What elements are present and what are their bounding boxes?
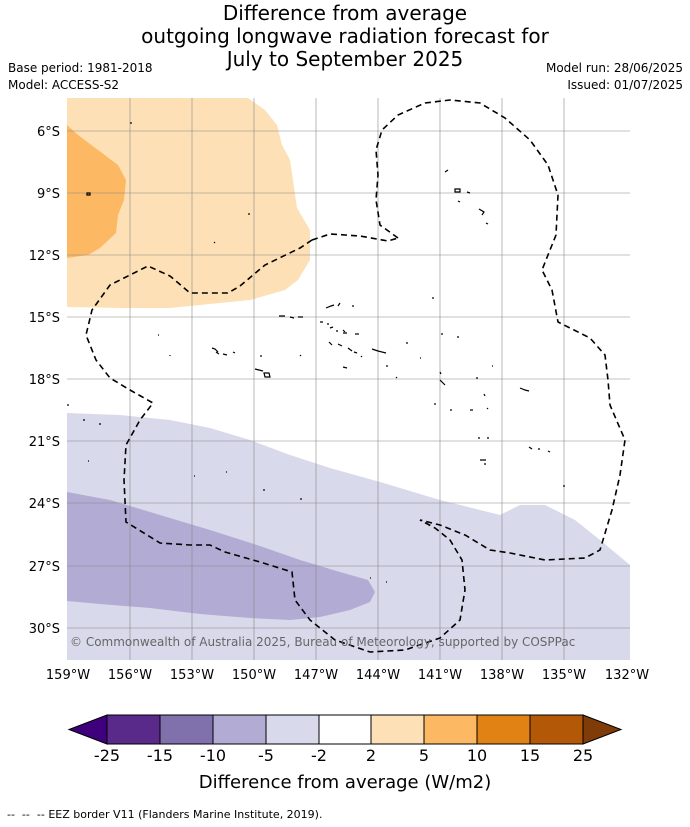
eez-borders — [85, 99, 626, 653]
base-period: Base period: 1981-2018 — [8, 61, 153, 75]
eez-legend-label: EEZ border V11 (Flanders Marine Institut… — [48, 808, 323, 821]
lon-label-135w: 135°W — [542, 668, 586, 683]
lat-label-30s: 30°S — [29, 622, 60, 637]
colorbar-bin-6 — [371, 715, 424, 744]
model-run: Model run: 28/06/2025 — [545, 61, 683, 75]
colorbar-bin-9 — [530, 715, 583, 744]
anomaly-region-minus5-minus10 — [67, 492, 375, 620]
colorbar-tick: -2 — [311, 746, 327, 765]
title-line-2: outgoing longwave radiation forecast for — [141, 24, 549, 48]
anomaly-region-plus5-plus10 — [67, 125, 126, 258]
colorbar-tick: -25 — [94, 746, 120, 765]
lat-label-21s: 21°S — [29, 435, 60, 450]
colorbar-tick: -15 — [147, 746, 173, 765]
eez-legend: -- -- -- EEZ border V11 (Flanders Marine… — [7, 808, 322, 821]
colorbar-tick: 5 — [419, 746, 429, 765]
lon-label-156w: 156°W — [108, 668, 152, 683]
colorbar-tick: -10 — [200, 746, 226, 765]
lon-label-150w: 150°W — [232, 668, 276, 683]
copyright-notice: © Commonwealth of Australia 2025, Bureau… — [70, 635, 575, 649]
colorbar-title: Difference from average (W/m2) — [199, 772, 491, 793]
lat-label-18s: 18°S — [29, 373, 60, 388]
meta-left: Base period: 1981-2018 Model: ACCESS-S2 — [8, 60, 153, 94]
colorbar-bin-5 — [319, 715, 371, 744]
lat-label-6s: 6°S — [37, 125, 60, 140]
anomaly-region-plus2-plus5 — [67, 98, 310, 308]
colorbar-tick: 15 — [520, 746, 540, 765]
colorbar-tick: 25 — [573, 746, 593, 765]
lon-label-159w: 159°W — [46, 668, 90, 683]
colorbar-tick: 2 — [366, 746, 376, 765]
model-name: Model: ACCESS-S2 — [8, 78, 120, 92]
lon-label-153w: 153°W — [170, 668, 214, 683]
meta-right: Model run: 28/06/2025 Issued: 01/07/2025 — [546, 60, 683, 94]
lat-label-9s: 9°S — [37, 187, 60, 202]
colorbar-outline — [106, 714, 584, 745]
colorbar: -25 -15 -10 -5 -2 2 5 10 15 25 Differenc… — [67, 714, 623, 793]
eez-border-west — [85, 233, 466, 653]
colorbar-bin-8 — [477, 715, 530, 744]
colorbar-tick: 10 — [467, 746, 487, 765]
colorbar-bin-2 — [160, 715, 213, 744]
eez-legend-dash: -- -- -- — [7, 808, 45, 821]
lon-label-138w: 138°W — [480, 668, 524, 683]
islands — [67, 122, 565, 583]
lon-label-141w: 141°W — [418, 668, 462, 683]
lat-label-27s: 27°S — [29, 560, 60, 575]
lat-label-15s: 15°S — [29, 311, 60, 326]
colorbar-over-triangle — [582, 714, 623, 745]
colorbar-bin-3 — [213, 715, 266, 744]
colorbar-bin-4 — [266, 715, 319, 744]
eez-border-main — [375, 99, 626, 561]
lon-axis: 159°W 156°W 153°W 150°W 147°W 144°W 141°… — [46, 668, 649, 683]
map-plot-area: © Commonwealth of Australia 2025, Bureau… — [67, 98, 630, 660]
lat-axis: 6°S 9°S 12°S 15°S 18°S 21°S 24°S 27°S 30… — [29, 125, 60, 637]
lon-label-132w: 132°W — [605, 668, 649, 683]
lon-label-147w: 147°W — [294, 668, 338, 683]
lat-label-12s: 12°S — [29, 249, 60, 264]
colorbar-under-triangle — [67, 714, 108, 745]
lat-label-24s: 24°S — [29, 497, 60, 512]
title-line-3: July to September 2025 — [226, 47, 464, 71]
colorbar-dividers — [159, 715, 531, 744]
gridlines — [67, 98, 630, 660]
colorbar-bin-1 — [107, 715, 160, 744]
lon-label-144w: 144°W — [356, 668, 400, 683]
title-line-1: Difference from average — [222, 1, 468, 25]
colorbar-tick: -5 — [258, 746, 274, 765]
colorbar-bin-7 — [424, 715, 477, 744]
issued-date: Issued: 01/07/2025 — [567, 78, 683, 92]
